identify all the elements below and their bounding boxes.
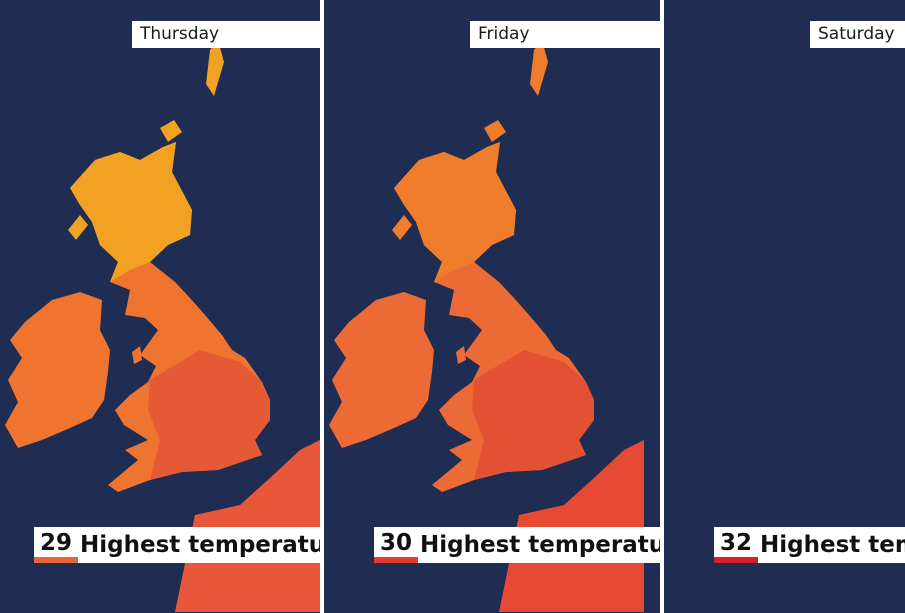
france-landmass bbox=[499, 440, 644, 612]
map-saturday bbox=[664, 0, 905, 613]
shetland-island bbox=[206, 40, 224, 96]
isle-of-man bbox=[132, 346, 142, 364]
map-panel-friday: Friday 30 Highest temperature bbox=[324, 0, 660, 613]
day-label: Thursday bbox=[132, 21, 320, 48]
orkney-island bbox=[160, 120, 182, 142]
ireland-landmass bbox=[5, 292, 110, 448]
scotland-region bbox=[394, 142, 516, 282]
temperature-caption: Highest temperature bbox=[420, 532, 660, 558]
temperature-caption: Highest temperature bbox=[80, 532, 320, 558]
day-label: Friday bbox=[470, 21, 660, 48]
orkney-island bbox=[484, 120, 506, 142]
isle-of-man bbox=[456, 346, 466, 364]
temperature-swatch bbox=[714, 557, 758, 563]
ireland-landmass bbox=[329, 292, 434, 448]
south-england-region bbox=[472, 350, 594, 480]
south-england-region bbox=[148, 350, 270, 480]
scotland-region bbox=[70, 142, 192, 282]
map-thursday bbox=[5, 40, 320, 612]
shetland-island bbox=[530, 40, 548, 96]
hebrides-island bbox=[68, 215, 88, 240]
temperature-value: 32 bbox=[720, 530, 753, 556]
temperature-box: 29 Highest temperature bbox=[34, 527, 320, 563]
temperature-value: 30 bbox=[380, 530, 413, 556]
day-label: Saturday bbox=[810, 21, 905, 48]
map-panel-thursday: Thursday 29 Highest temperature bbox=[0, 0, 320, 613]
temperature-swatch bbox=[374, 557, 418, 563]
temperature-swatch bbox=[34, 557, 78, 563]
temperature-value: 29 bbox=[40, 530, 73, 556]
temperature-box: 30 Highest temperature bbox=[374, 527, 660, 563]
temperature-caption: Highest temperature bbox=[760, 532, 905, 558]
hebrides-island bbox=[392, 215, 412, 240]
map-panel-saturday: Saturday 32 Highest temperature bbox=[664, 0, 905, 613]
temperature-box: 32 Highest temperature bbox=[714, 527, 905, 563]
france-landmass bbox=[175, 440, 320, 612]
map-friday bbox=[329, 40, 644, 612]
